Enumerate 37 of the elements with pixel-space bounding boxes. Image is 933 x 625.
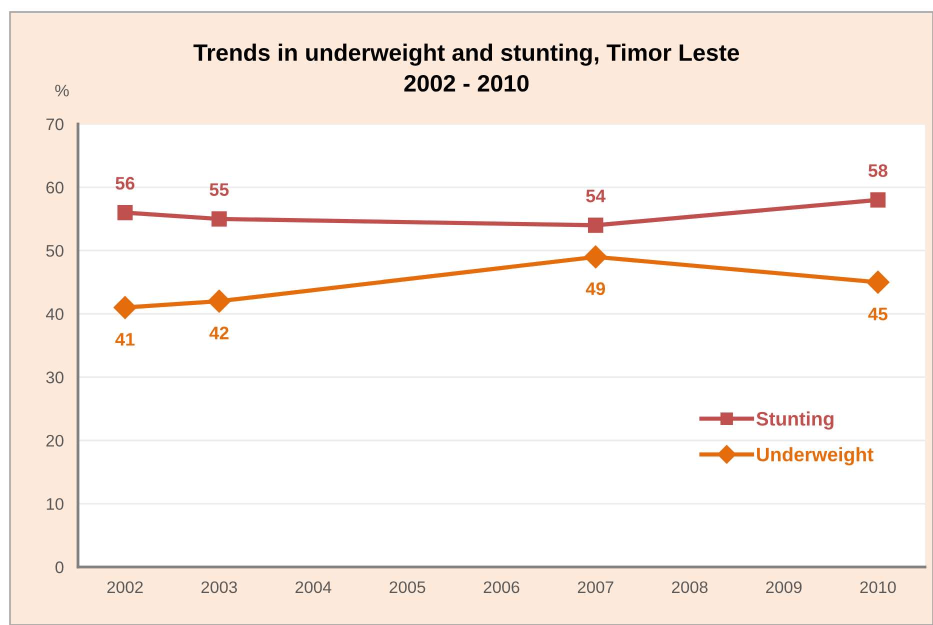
y-tick-label: 50 xyxy=(46,244,64,257)
x-tick-label: 2007 xyxy=(578,581,614,594)
x-tick-label: 2006 xyxy=(484,581,520,594)
point xyxy=(208,290,231,313)
data-label: 42 xyxy=(209,326,228,340)
y-tick-label: 60 xyxy=(46,182,64,194)
x-tick-label: 2005 xyxy=(390,581,426,594)
y-tick-label: 40 xyxy=(46,308,64,320)
y-axis-title: % xyxy=(55,84,69,96)
x-tick-label: 2009 xyxy=(766,581,802,594)
y-tick-label: 70 xyxy=(46,118,64,130)
x-tick-label: 2002 xyxy=(107,581,143,594)
x-tick-label: 2010 xyxy=(860,581,896,594)
point xyxy=(870,192,886,208)
legend-label: Underweight xyxy=(757,447,874,466)
point xyxy=(212,211,227,227)
data-label: 54 xyxy=(586,190,606,202)
point xyxy=(866,270,890,294)
x-tick-label: 2003 xyxy=(201,581,237,594)
point xyxy=(588,218,604,233)
data-label: 55 xyxy=(210,183,229,196)
data-label: 58 xyxy=(868,164,888,178)
y-tick-label: 0 xyxy=(55,561,64,574)
point xyxy=(117,204,133,220)
point xyxy=(114,296,137,320)
point xyxy=(584,245,608,268)
y-tick-label: 20 xyxy=(46,434,64,447)
data-label: 49 xyxy=(586,282,605,296)
data-label: 45 xyxy=(868,308,888,320)
data-label: 56 xyxy=(116,176,134,190)
chart-title: Trends in underweight and stunting, Timor Leste 2002 - 2010 xyxy=(193,44,740,92)
y-tick-label: 10 xyxy=(46,498,64,510)
legend-label: Stunting xyxy=(756,411,834,430)
y-tick-label: 30 xyxy=(46,372,64,384)
data-label: 41 xyxy=(115,333,135,346)
x-tick-label: 2004 xyxy=(296,581,332,594)
x-tick-label: 2008 xyxy=(672,581,708,594)
